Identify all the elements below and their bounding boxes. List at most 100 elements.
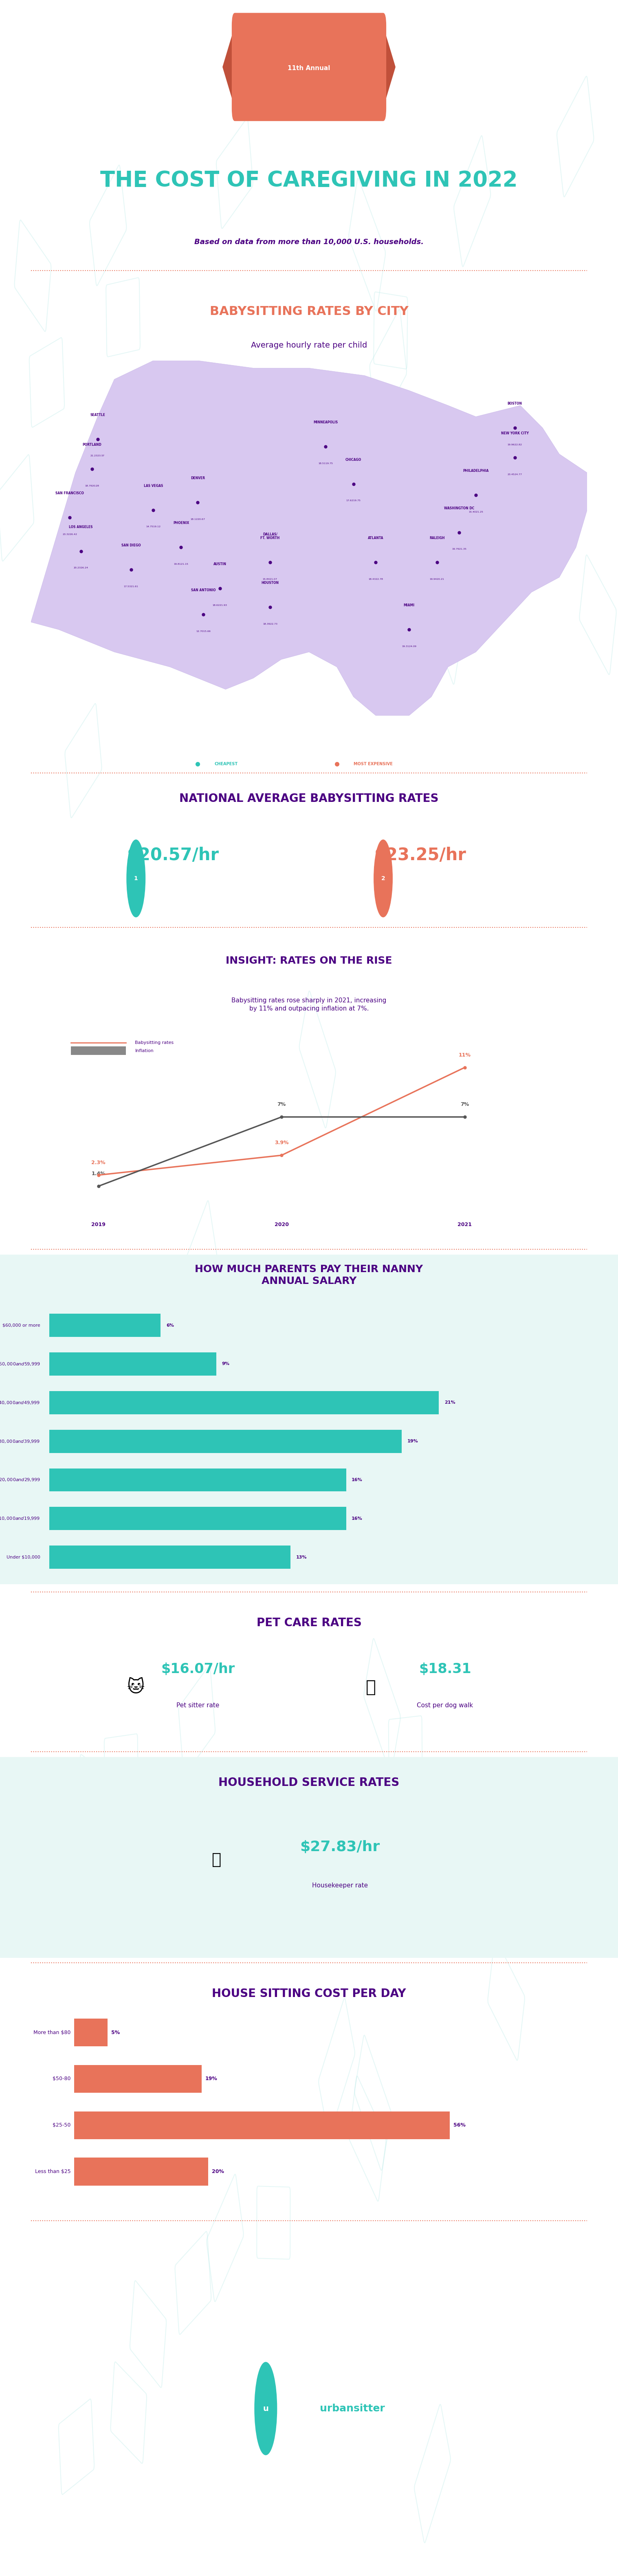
Text: SAN FRANCISCO: SAN FRANCISCO [56,492,84,495]
Text: $50-80: $50-80 [53,2076,71,2081]
Bar [49,1468,346,1492]
Text: 2020: 2020 [274,1221,289,1226]
Text: 11th Annual: 11th Annual [288,64,330,72]
Text: DENVER: DENVER [190,477,205,479]
Circle shape [255,2362,277,2455]
Text: $19.94  $20.21: $19.94 $20.21 [430,577,444,580]
Text: MINNEAPOLIS: MINNEAPOLIS [313,420,338,425]
Text: $18.12  $20.67: $18.12 $20.67 [190,518,205,520]
Text: HOW MUCH PARENTS PAY THEIR NANNY
ANNUAL SALARY: HOW MUCH PARENTS PAY THEIR NANNY ANNUAL … [195,1265,423,1285]
Text: 19%: 19% [407,1440,418,1443]
Text: 9%: 9% [222,1363,230,1365]
Text: Cost per dog walk: Cost per dog walk [417,1703,473,1708]
Text: URBANSITTER NATIONAL RATES STUDY: URBANSITTER NATIONAL RATES STUDY [248,113,370,118]
Text: NATIONAL AVERAGE BABYSITTING RATES: NATIONAL AVERAGE BABYSITTING RATES [179,793,439,804]
Text: RALEIGH: RALEIGH [430,536,444,541]
Text: $20.57/hr: $20.57/hr [127,848,219,863]
Text: $15.84  $21.07: $15.84 $21.07 [263,577,277,580]
Text: $40,000 and $49,999: $40,000 and $49,999 [0,1399,40,1406]
Text: Inflation: Inflation [135,1048,154,1054]
Text: 7%: 7% [460,1103,469,1108]
Bar [74,2159,208,2184]
Text: 2019: 2019 [91,1221,106,1226]
Text: $21.23  $23.57: $21.23 $23.57 [90,453,105,459]
Text: 🐶: 🐶 [366,1680,376,1695]
Text: INSIGHT: RATES ON THE RISE: INSIGHT: RATES ON THE RISE [226,956,392,966]
Text: urbansitter: urbansitter [320,2403,385,2414]
Text: 3.9%: 3.9% [274,1141,289,1146]
Text: Babysitting rates rose sharply in 2021, increasing
by 11% and outpacing inflatio: Babysitting rates rose sharply in 2021, … [232,997,386,1012]
Text: 🐱: 🐱 [127,1680,145,1695]
Text: $14.75  $19.12: $14.75 $19.12 [146,526,161,528]
Text: $17.53  $21.61: $17.53 $21.61 [124,585,138,587]
Text: 1: 1 [134,876,138,881]
Text: $25-50: $25-50 [53,2123,71,2128]
Bar [49,1314,161,1337]
Text: $23.25/hr: $23.25/hr [375,848,466,863]
Text: BOSTON: BOSTON [507,402,522,404]
Text: $19.81  $21.15: $19.81 $21.15 [174,562,188,567]
Text: CHEAPEST: CHEAPEST [214,762,238,765]
Text: $18.51  $19.75: $18.51 $19.75 [318,461,333,464]
Text: $50,000 and $59,999: $50,000 and $59,999 [0,1360,40,1368]
Text: 13%: 13% [296,1556,307,1558]
Text: LAS VEGAS: LAS VEGAS [143,484,163,487]
Text: $18.39  $22.73: $18.39 $22.73 [263,623,277,626]
Text: 20%: 20% [212,2169,224,2174]
Text: 6%: 6% [166,1324,174,1327]
Text: u: u [263,2403,269,2414]
Text: $16.07/hr: $16.07/hr [161,1662,235,1677]
Bar [49,1352,216,1376]
Text: 1.4%: 1.4% [91,1172,106,1177]
Text: 56%: 56% [453,2123,465,2128]
Text: 2021: 2021 [457,1221,472,1226]
Text: 2: 2 [381,876,385,881]
Text: $30,000 and $39,999: $30,000 and $39,999 [0,1437,40,1445]
Text: $23.45  $24.77: $23.45 $24.77 [507,474,522,477]
Text: $19.31  $24.09: $19.31 $24.09 [402,644,417,647]
Text: 16%: 16% [352,1517,363,1520]
Text: Babysitting rates: Babysitting rates [135,1041,174,1046]
Bar [49,1546,290,1569]
Text: $10,000 and $19,999: $10,000 and $19,999 [0,1515,40,1522]
Bar [74,2066,201,2092]
Text: SAN DIEGO: SAN DIEGO [121,544,141,549]
Text: PHOENIX: PHOENIX [173,520,189,526]
Text: $18.43  $22.78: $18.43 $22.78 [368,577,383,580]
Text: 11%: 11% [459,1054,471,1059]
Text: WASHINGTON DC: WASHINGTON DC [444,507,474,510]
Text: 5%: 5% [111,2030,120,2035]
Text: CHICAGO: CHICAGO [345,459,362,461]
Polygon shape [31,361,587,716]
Text: PHILADELPHIA: PHILADELPHIA [463,469,489,474]
Text: HOUSEHOLD SERVICE RATES: HOUSEHOLD SERVICE RATES [219,1777,399,1788]
FancyBboxPatch shape [0,1255,618,1584]
Bar [49,1507,346,1530]
Text: PET CARE RATES: PET CARE RATES [256,1618,362,1628]
Text: SAN ANTONIO: SAN ANTONIO [191,587,216,592]
Text: $20.23  $26.24: $20.23 $26.24 [74,567,88,569]
Bar [74,2112,450,2138]
Text: Less than $25: Less than $25 [35,2169,71,2174]
Text: LOS ANGELES: LOS ANGELES [69,526,93,528]
Text: SEATTLE: SEATTLE [90,412,105,417]
Circle shape [127,840,145,917]
Text: 16%: 16% [352,1479,363,1481]
Text: More than $80: More than $80 [33,2030,71,2035]
Text: $60,000 or more: $60,000 or more [2,1324,40,1327]
Text: HOUSE SITTING COST PER DAY: HOUSE SITTING COST PER DAY [212,1989,406,1999]
Text: 21%: 21% [444,1401,455,1404]
Text: $12.70  $15.66: $12.70 $15.66 [196,629,211,634]
Text: AUSTIN: AUSTIN [213,562,227,567]
Polygon shape [222,26,235,108]
Text: $18.62  $21.93: $18.62 $21.93 [213,603,227,608]
Text: $15.40  $21.25: $15.40 $21.25 [468,510,483,513]
Text: Pet sitter rate: Pet sitter rate [176,1703,219,1708]
Text: 7%: 7% [277,1103,286,1108]
Text: MIAMI: MIAMI [404,603,415,608]
Text: BABYSITTING RATES BY CITY: BABYSITTING RATES BY CITY [210,307,408,317]
Text: 🏠: 🏠 [211,1852,221,1868]
Polygon shape [383,26,396,108]
Text: ATLANTA: ATLANTA [368,536,384,541]
Text: $23.32  $26.42: $23.32 $26.42 [62,533,77,536]
